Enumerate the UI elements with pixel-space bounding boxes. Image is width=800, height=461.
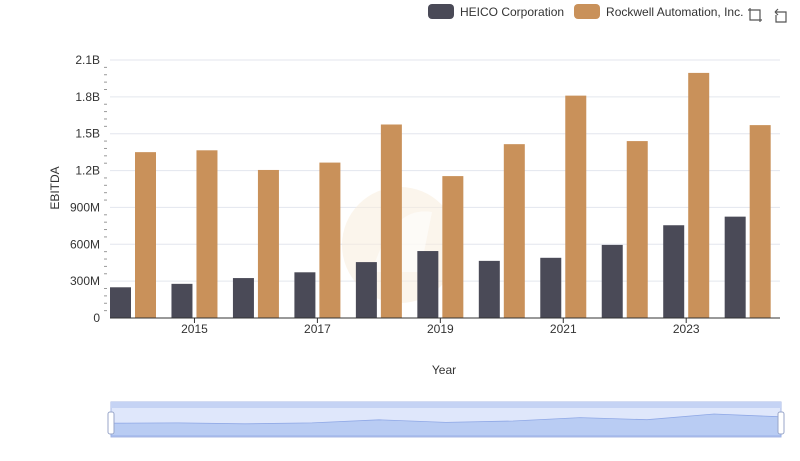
- y-axis-tick-labels: 0 300M 600M 900M 1.2B 1.5B 1.8B 2.1B: [70, 53, 100, 325]
- bar-rockwell-2018[interactable]: [380, 124, 402, 319]
- bar-rockwell-2017[interactable]: [319, 162, 341, 318]
- bar-rockwell-2015[interactable]: [196, 150, 218, 318]
- bar-heico-2019[interactable]: [417, 251, 439, 318]
- bar-rockwell-2022[interactable]: [626, 141, 648, 318]
- zoom-handle-left[interactable]: [107, 411, 115, 435]
- bar-heico-2022[interactable]: [601, 244, 623, 318]
- chart-legend: HEICO Corporation Rockwell Automation, I…: [428, 4, 743, 19]
- legend-swatch-heico: [428, 4, 454, 19]
- bars: [110, 72, 771, 319]
- bar-heico-2018[interactable]: [355, 262, 377, 318]
- bar-heico-2016[interactable]: [232, 278, 254, 318]
- x-tick-label: 2017: [304, 322, 331, 336]
- x-tick-label: 2023: [673, 322, 700, 336]
- bar-heico-2015[interactable]: [171, 283, 193, 318]
- y-axis-title: EBITDA: [48, 166, 62, 209]
- bar-heico-2023[interactable]: [663, 225, 685, 318]
- x-tick-label: 2015: [181, 322, 208, 336]
- y-tick-label: 1.2B: [75, 164, 100, 178]
- bar-rockwell-2016[interactable]: [257, 169, 279, 318]
- x-tick-label: 2021: [550, 322, 577, 336]
- y-tick-label: 1.5B: [75, 127, 100, 141]
- legend-item-rockwell[interactable]: Rockwell Automation, Inc.: [574, 4, 743, 19]
- bar-rockwell-2023[interactable]: [688, 72, 710, 319]
- data-zoom-slider[interactable]: [107, 401, 785, 438]
- zoom-handle-right[interactable]: [777, 411, 785, 435]
- bar-heico-2024[interactable]: [724, 216, 746, 318]
- legend-label-heico: HEICO Corporation: [460, 4, 565, 19]
- legend-item-heico[interactable]: HEICO Corporation: [428, 4, 564, 19]
- bar-heico-2021[interactable]: [540, 257, 562, 318]
- bar-rockwell-2024[interactable]: [749, 125, 771, 318]
- y-tick-label: 300M: [70, 274, 100, 288]
- y-tick-label: 900M: [70, 200, 100, 214]
- zoom-select-icon[interactable]: [746, 6, 764, 24]
- bar-rockwell-2020[interactable]: [503, 144, 525, 318]
- legend-label-rockwell: Rockwell Automation, Inc.: [606, 4, 744, 19]
- zoom-preview-area: [110, 413, 782, 437]
- x-axis-title: Year: [432, 363, 456, 377]
- restore-icon[interactable]: [772, 6, 790, 24]
- bar-heico-2017[interactable]: [294, 272, 316, 318]
- x-axis-tick-labels: 2015 2017 2019 2021 2023: [181, 318, 700, 336]
- bar-rockwell-2019[interactable]: [442, 176, 464, 318]
- zoom-drag-bar[interactable]: [111, 402, 781, 408]
- bar-heico-2020[interactable]: [478, 260, 500, 318]
- y-tick-label: 600M: [70, 237, 100, 251]
- y-tick-label: 1.8B: [75, 90, 100, 104]
- bar-heico-2014[interactable]: [110, 287, 131, 318]
- legend-swatch-rockwell: [574, 4, 601, 19]
- y-tick-label: 0: [93, 311, 100, 325]
- bar-rockwell-2021[interactable]: [565, 95, 587, 318]
- bar-rockwell-2014[interactable]: [135, 152, 156, 318]
- y-tick-label: 2.1B: [75, 53, 100, 67]
- x-tick-label: 2019: [427, 322, 454, 336]
